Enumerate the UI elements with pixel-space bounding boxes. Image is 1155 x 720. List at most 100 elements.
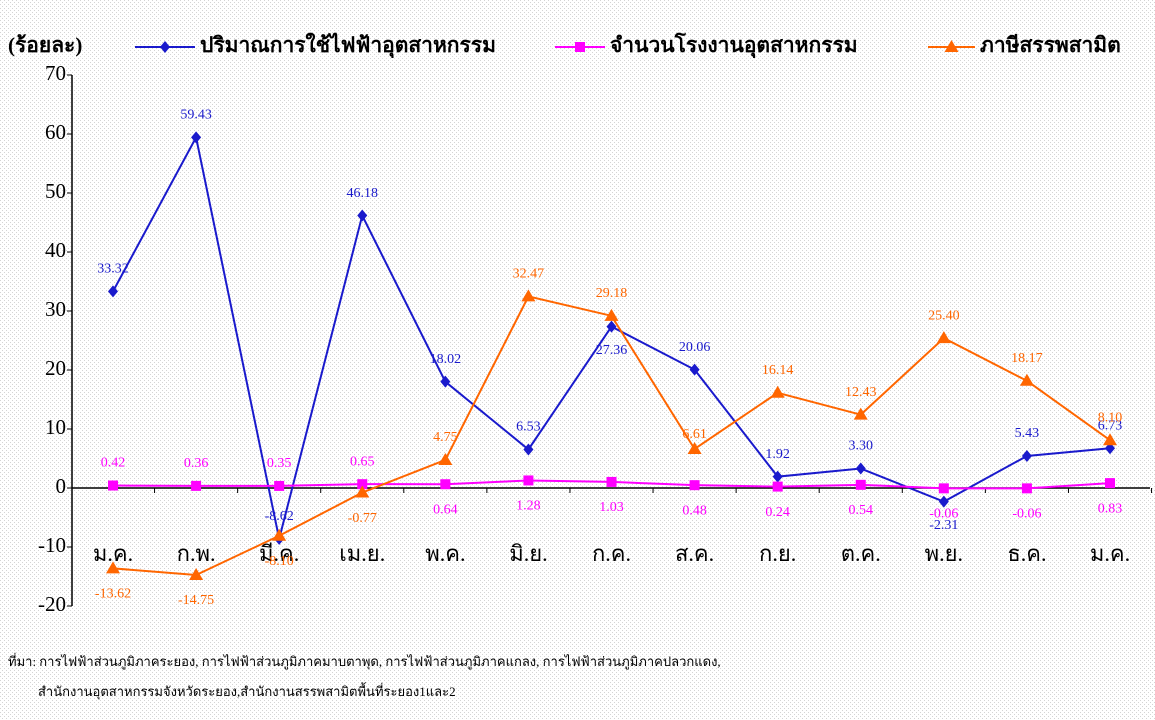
marker [523,443,534,456]
value-label: -8.10 [265,554,294,569]
x-tick-label: มี.ค. [259,541,299,566]
marker [106,561,120,574]
value-label: 0.48 [682,503,707,518]
y-tick-label: 30 [45,297,66,321]
value-label: -0.06 [1012,507,1041,522]
marker [689,363,700,376]
marker [1019,373,1034,386]
marker [191,480,202,491]
x-tick-label: ม.ค. [1090,541,1130,566]
x-tick-label: ธ.ค. [1007,541,1046,566]
marker [440,479,451,490]
value-label: 20.06 [679,340,711,355]
y-tick-label: 50 [45,179,66,203]
marker [1103,433,1117,446]
x-tick-label: ส.ค. [675,541,714,566]
marker [1021,483,1032,494]
x-tick-label: พ.ค. [425,541,465,566]
value-label: 4.75 [433,430,458,445]
marker [855,462,866,475]
value-label: 0.24 [765,505,790,520]
value-label: 0.42 [101,456,126,471]
marker [1105,478,1115,489]
value-label: 5.43 [1015,426,1040,441]
y-tick-label: 70 [45,61,66,85]
marker [438,452,453,465]
y-tick-label: -20 [38,592,66,616]
marker [575,42,585,52]
value-label: 0.54 [849,503,874,518]
value-label: 3.30 [849,439,874,454]
marker [108,480,118,491]
source-note: สำนักงานอุตสาหกรรมจังหวัดระยอง,สำนักงานส… [38,682,456,700]
value-label: -0.06 [929,507,958,522]
marker [606,476,617,487]
marker [189,568,204,581]
x-tick-label: ก.ค. [592,541,631,566]
marker [853,407,868,420]
marker [191,131,202,144]
value-label: -14.75 [178,593,214,608]
y-tick-label: -10 [38,533,66,557]
value-label: 0.83 [1098,501,1123,516]
value-label: 6.53 [516,420,541,435]
marker [772,481,783,492]
value-label: 8.10 [1098,410,1123,425]
value-label: 46.18 [347,186,379,201]
value-label: 29.18 [596,286,628,301]
marker [772,470,783,483]
y-tick-label: 0 [56,474,67,498]
marker [160,41,170,53]
y-tick-label: 40 [45,238,66,262]
value-label: 6.73 [1098,419,1123,434]
value-label: -0.77 [348,511,377,526]
value-label: 1.28 [516,499,541,514]
value-label: -8.62 [265,509,294,524]
value-label: -2.31 [929,518,958,533]
value-label: 0.36 [184,456,209,471]
x-tick-label: ก.ย. [759,541,796,566]
marker [357,209,368,222]
value-label: 18.17 [1011,351,1043,366]
legend-label: ภาษีสรรพสามิต [980,33,1121,57]
marker [770,385,785,398]
marker [355,485,370,498]
value-label: 12.43 [845,385,877,400]
marker [604,308,619,321]
value-label: 0.35 [267,456,292,471]
y-axis-label: (ร้อยละ) [8,33,82,57]
marker [606,320,617,333]
value-label: 0.65 [350,454,375,469]
marker [936,331,951,344]
marker [274,480,285,491]
value-label: 0.64 [433,502,458,517]
value-label: 18.02 [430,352,462,367]
marker [938,483,949,494]
value-label: 59.43 [180,108,212,123]
marker [357,479,368,490]
value-label: 27.36 [596,343,628,358]
y-tick-label: 10 [45,415,66,439]
value-label: 33.32 [97,262,129,277]
x-tick-label: ต.ค. [841,541,881,566]
value-label: 32.47 [513,267,545,282]
x-tick-label: เม.ย. [339,541,385,566]
value-label: 1.03 [599,500,624,515]
value-label: 16.14 [762,363,794,378]
marker [108,285,118,298]
y-tick-label: 20 [45,356,66,380]
legend-label: ปริมาณการใช้ไฟฟ้าอุตสาหกรรม [200,32,496,59]
marker [521,289,536,302]
value-label: 1.92 [765,447,790,462]
marker [944,40,959,52]
marker [687,442,702,455]
marker [938,495,949,508]
marker [272,528,287,541]
marker [855,479,866,490]
value-label: -13.62 [95,587,131,602]
marker [1105,442,1115,455]
y-tick-label: 60 [45,120,66,144]
legend-label: จำนวนโรงงานอุตสาหกรรม [610,32,858,59]
